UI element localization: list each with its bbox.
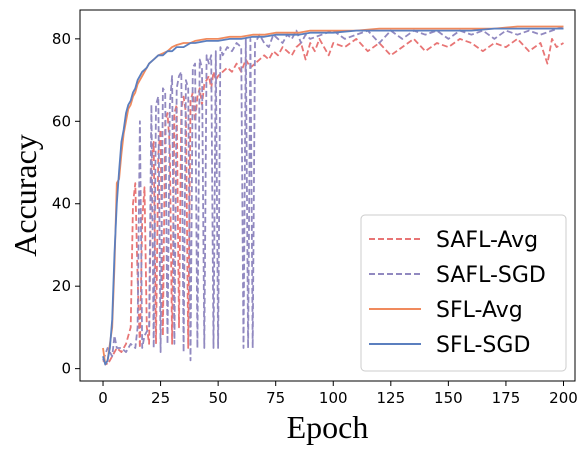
legend-label: SAFL-SGD	[436, 263, 546, 288]
x-tick-label: 125	[376, 389, 405, 407]
y-tick-label: 80	[52, 30, 71, 48]
legend: SAFL-Avg SAFL-SGD SFL-Avg SFL-SGD	[360, 214, 567, 372]
x-tick-label: 0	[98, 389, 108, 407]
series-line-sfl-sgd	[102, 27, 564, 366]
x-tick-label: 75	[266, 389, 285, 407]
x-tick-label: 50	[209, 389, 228, 407]
y-axis-title: Accuracy	[7, 134, 43, 257]
x-tick-label: 150	[434, 389, 463, 407]
y-tick-label: 60	[52, 112, 71, 130]
x-tick-label: 25	[151, 389, 170, 407]
plot-frame	[79, 9, 576, 382]
y-axis-ticks: 0 20 40 60 80	[52, 30, 80, 378]
legend-label: SFL-SGD	[436, 333, 530, 358]
x-tick-label: 100	[319, 389, 348, 407]
legend-box	[360, 214, 567, 372]
x-tick-label: 200	[549, 389, 578, 407]
y-tick-label: 20	[52, 277, 71, 295]
x-axis-ticks: 0 25 50 75 100 125 150 175 200	[98, 381, 578, 407]
plot-lines	[102, 25, 564, 366]
y-tick-label: 40	[52, 195, 71, 213]
x-tick-label: 175	[492, 389, 521, 407]
y-tick-label: 0	[61, 360, 71, 378]
x-axis-title: Epoch	[287, 409, 369, 445]
series-line-sfl-avg	[102, 25, 564, 366]
series-line-safl-avg	[102, 38, 564, 366]
legend-label: SAFL-Avg	[436, 228, 538, 253]
legend-label: SFL-Avg	[436, 298, 523, 323]
